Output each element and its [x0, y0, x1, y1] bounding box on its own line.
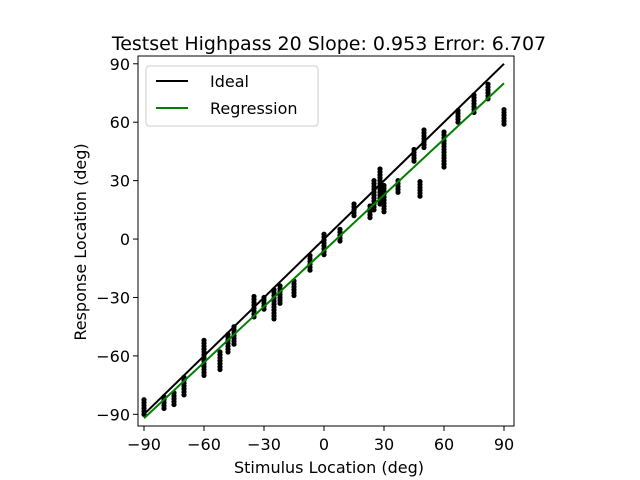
scatter-point	[381, 182, 387, 189]
y-tick-label: 60	[110, 113, 130, 132]
scatter-point	[201, 337, 207, 343]
x-tick-label: 60	[434, 435, 454, 454]
y-axis-title: Response Location (deg)	[71, 143, 90, 340]
scatter-point	[351, 201, 357, 207]
x-tick-label: −90	[127, 435, 161, 454]
y-axis: −90 −60 −30 0 30 60 90	[96, 55, 138, 424]
scatter-point	[377, 166, 383, 172]
x-axis: −90 −60 −30 0 30 60 90	[127, 426, 514, 454]
x-tick-label: −30	[247, 435, 281, 454]
scatter-point	[251, 293, 257, 300]
scatter-point	[501, 106, 507, 113]
legend-ideal-label: Ideal	[210, 72, 249, 91]
x-tick-label: −60	[187, 435, 221, 454]
chart-title: Testset Highpass 20 Slope: 0.953 Error: …	[111, 33, 546, 55]
scatter-point	[421, 127, 427, 133]
regression-line	[143, 82, 505, 419]
x-tick-label: 90	[494, 435, 514, 454]
scatter-point	[485, 81, 491, 87]
x-axis-title: Stimulus Location (deg)	[234, 458, 424, 477]
scatter-point	[417, 179, 423, 185]
scatter-point	[141, 397, 147, 403]
ideal-line	[143, 63, 505, 416]
legend: Ideal Regression	[145, 65, 319, 127]
legend-box	[145, 65, 319, 127]
y-tick-label: 90	[110, 55, 130, 74]
y-tick-label: 0	[120, 230, 130, 249]
x-tick-label: 30	[374, 435, 394, 454]
scatter-point	[217, 349, 223, 355]
y-tick-label: −30	[96, 288, 130, 307]
scatter-point	[371, 178, 377, 184]
y-tick-label: −60	[96, 347, 130, 366]
line-series	[143, 63, 505, 419]
y-tick-label: −90	[96, 405, 130, 424]
y-tick-label: 30	[110, 172, 130, 191]
x-tick-label: 0	[319, 435, 329, 454]
scatter-point	[441, 129, 447, 135]
legend-regression-label: Regression	[210, 99, 298, 118]
scatter-point	[337, 226, 343, 232]
scatter-point	[321, 231, 327, 237]
